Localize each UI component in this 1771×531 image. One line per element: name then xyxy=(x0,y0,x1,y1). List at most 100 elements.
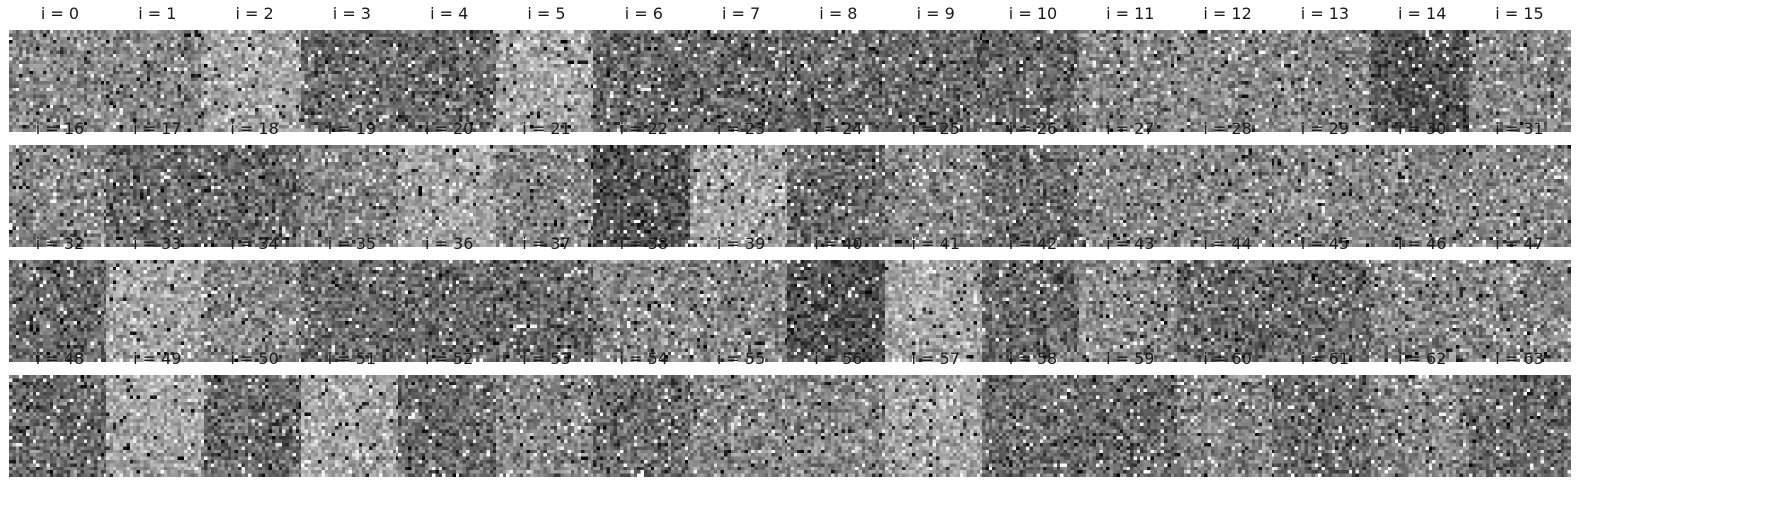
noise-image xyxy=(787,145,890,247)
noise-image xyxy=(884,145,987,247)
noise-image xyxy=(300,375,403,477)
image-panel: i = 57 xyxy=(884,349,987,477)
image-panel: i = 21 xyxy=(495,119,598,247)
image-panel: i = 52 xyxy=(398,349,501,477)
noise-image xyxy=(592,145,695,247)
image-panel: i = 63 xyxy=(1468,349,1571,477)
image-panel: i = 24 xyxy=(787,119,890,247)
noise-image xyxy=(592,375,695,477)
noise-image xyxy=(203,375,306,477)
panel-title: i = 3 xyxy=(293,4,411,24)
panel-title: i = 47 xyxy=(1461,234,1579,254)
panel-title: i = 28 xyxy=(1169,119,1287,139)
panel-title: i = 15 xyxy=(1461,4,1579,24)
noise-image xyxy=(300,260,403,362)
panel-title: i = 33 xyxy=(98,234,216,254)
noise-image xyxy=(495,260,598,362)
image-panel: i = 5 xyxy=(495,4,598,132)
noise-image xyxy=(884,30,987,132)
panel-title: i = 63 xyxy=(1461,349,1579,369)
panel-title: i = 0 xyxy=(1,4,119,24)
noise-image xyxy=(495,375,598,477)
panel-title: i = 32 xyxy=(1,234,119,254)
noise-image xyxy=(982,145,1084,247)
panel-title: i = 8 xyxy=(779,4,897,24)
image-panel: i = 37 xyxy=(495,234,598,362)
noise-image xyxy=(1371,30,1474,132)
noise-image xyxy=(106,145,209,247)
panel-title: i = 11 xyxy=(1071,4,1189,24)
image-panel: i = 20 xyxy=(398,119,501,247)
noise-image xyxy=(1176,375,1279,477)
image-panel: i = 19 xyxy=(300,119,403,247)
panel-title: i = 17 xyxy=(98,119,216,139)
panel-title: i = 10 xyxy=(974,4,1092,24)
image-panel: i = 41 xyxy=(884,234,987,362)
image-panel: i = 22 xyxy=(592,119,695,247)
noise-image xyxy=(1176,30,1279,132)
noise-image xyxy=(884,375,987,477)
panel-title: i = 61 xyxy=(1266,349,1384,369)
image-panel: i = 35 xyxy=(300,234,403,362)
image-panel: i = 50 xyxy=(203,349,306,477)
noise-image xyxy=(884,260,987,362)
noise-image xyxy=(1468,145,1571,247)
image-panel: i = 55 xyxy=(690,349,793,477)
noise-image xyxy=(1371,375,1474,477)
noise-image xyxy=(787,30,890,132)
noise-image xyxy=(398,260,501,362)
panel-title: i = 37 xyxy=(488,234,606,254)
image-panel: i = 43 xyxy=(1079,234,1182,362)
image-panel: i = 7 xyxy=(690,4,793,132)
image-panel: i = 14 xyxy=(1371,4,1474,132)
panel-title: i = 34 xyxy=(196,234,314,254)
noise-image xyxy=(982,260,1084,362)
noise-image xyxy=(982,375,1084,477)
noise-image xyxy=(1079,145,1182,247)
panel-title: i = 56 xyxy=(779,349,897,369)
panel-title: i = 2 xyxy=(196,4,314,24)
noise-image xyxy=(398,375,501,477)
image-panel: i = 27 xyxy=(1079,119,1182,247)
panel-title: i = 54 xyxy=(585,349,703,369)
image-panel: i = 38 xyxy=(592,234,695,362)
noise-image xyxy=(1176,145,1279,247)
noise-image xyxy=(690,260,793,362)
noise-image xyxy=(203,145,306,247)
noise-image xyxy=(9,375,111,477)
image-panel: i = 11 xyxy=(1079,4,1182,132)
panel-title: i = 42 xyxy=(974,234,1092,254)
noise-image xyxy=(1079,30,1182,132)
noise-image xyxy=(300,30,403,132)
panel-title: i = 18 xyxy=(196,119,314,139)
image-panel: i = 33 xyxy=(106,234,209,362)
image-panel: i = 23 xyxy=(690,119,793,247)
panel-title: i = 21 xyxy=(488,119,606,139)
noise-image xyxy=(1273,145,1376,247)
image-panel: i = 61 xyxy=(1273,349,1376,477)
noise-image xyxy=(1468,375,1571,477)
image-panel: i = 39 xyxy=(690,234,793,362)
noise-image xyxy=(1273,375,1376,477)
panel-title: i = 41 xyxy=(877,234,995,254)
noise-image xyxy=(106,30,209,132)
noise-image xyxy=(592,30,695,132)
noise-image xyxy=(300,145,403,247)
image-panel: i = 3 xyxy=(300,4,403,132)
image-panel: i = 45 xyxy=(1273,234,1376,362)
panel-title: i = 13 xyxy=(1266,4,1384,24)
image-panel: i = 53 xyxy=(495,349,598,477)
image-panel: i = 46 xyxy=(1371,234,1474,362)
panel-title: i = 14 xyxy=(1363,4,1481,24)
image-panel: i = 10 xyxy=(982,4,1084,132)
noise-image xyxy=(398,30,501,132)
image-panel: i = 2 xyxy=(203,4,306,132)
noise-image xyxy=(1176,260,1279,362)
noise-image xyxy=(1468,260,1571,362)
noise-image xyxy=(1273,260,1376,362)
image-panel: i = 29 xyxy=(1273,119,1376,247)
noise-image xyxy=(1371,260,1474,362)
image-panel: i = 1 xyxy=(106,4,209,132)
noise-image xyxy=(398,145,501,247)
noise-image xyxy=(690,30,793,132)
